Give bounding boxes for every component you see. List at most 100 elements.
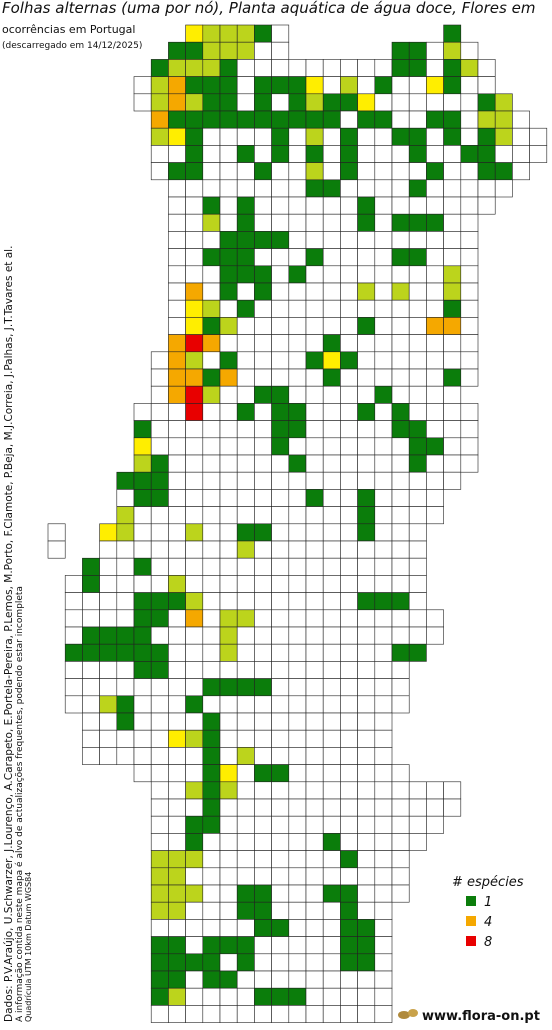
grid-cell	[426, 815, 444, 834]
grid-cell	[168, 936, 186, 955]
grid-cell	[219, 764, 238, 783]
grid-cell	[185, 489, 204, 507]
grid-cell	[202, 59, 221, 77]
grid-cell	[374, 1005, 393, 1023]
grid-cell	[236, 523, 255, 542]
grid-cell	[391, 351, 410, 370]
grid-cell	[391, 368, 410, 387]
grid-cell	[236, 265, 255, 284]
grid-cell	[133, 540, 152, 559]
grid-cell	[512, 145, 530, 163]
grid-cell	[408, 196, 427, 215]
grid-cell	[236, 729, 255, 748]
grid-cell	[426, 454, 444, 473]
grid-cell	[374, 127, 393, 146]
grid-cell	[271, 592, 290, 611]
grid-cell	[443, 59, 462, 77]
grid-cell	[374, 592, 393, 611]
grid-cell	[374, 265, 393, 284]
grid-cell	[202, 695, 221, 714]
grid-cell	[391, 299, 410, 318]
grid-cell	[254, 213, 272, 232]
grid-cell	[374, 317, 393, 335]
grid-cell	[219, 815, 238, 834]
grid-cell	[357, 764, 376, 783]
grid-cell	[512, 110, 530, 129]
grid-cell	[357, 833, 376, 851]
grid-cell	[374, 833, 393, 851]
grid-cell	[236, 179, 255, 198]
grid-cell	[460, 110, 479, 129]
grid-cell	[185, 523, 204, 542]
grid-cell	[202, 41, 221, 60]
grid-cell	[202, 661, 221, 679]
grid-cell	[168, 523, 186, 542]
grid-cell	[340, 437, 358, 456]
grid-cell	[236, 884, 255, 903]
grid-cell	[202, 403, 221, 421]
grid-cell	[340, 609, 358, 628]
grid-cell	[357, 575, 376, 593]
grid-cell	[305, 712, 324, 731]
grid-cell	[391, 196, 410, 215]
grid-cell	[374, 747, 393, 765]
grid-cell	[82, 557, 100, 576]
grid-cell	[374, 661, 393, 679]
grid-cell	[408, 248, 427, 267]
grid-cell	[408, 815, 427, 834]
grid-cell	[202, 575, 221, 593]
grid-cell	[374, 454, 393, 473]
grid-cell	[322, 850, 341, 869]
grid-cell	[168, 798, 186, 817]
grid-cell	[374, 987, 393, 1006]
grid-cell	[202, 385, 221, 404]
grid-cell	[99, 592, 118, 611]
grid-cell	[305, 523, 324, 542]
grid-cell	[288, 557, 307, 576]
grid-cell	[305, 557, 324, 576]
grid-cell	[443, 196, 462, 215]
grid-cell	[357, 162, 376, 181]
grid-cell	[357, 110, 376, 129]
grid-cell	[288, 678, 307, 697]
grid-cell	[168, 471, 186, 490]
grid-cell	[254, 127, 272, 146]
grid-cell	[288, 420, 307, 439]
grid-cell	[340, 695, 358, 714]
grid-cell	[150, 953, 169, 972]
grid-cell	[288, 867, 307, 886]
grid-cell	[460, 437, 479, 456]
grid-cell	[202, 833, 221, 851]
grid-cell	[168, 884, 186, 903]
grid-cell	[357, 987, 376, 1006]
grid-cell	[322, 815, 341, 834]
grid-cell	[168, 919, 186, 937]
grid-cell	[202, 248, 221, 267]
grid-cell	[168, 334, 186, 353]
grid-cell	[133, 506, 152, 525]
grid-cell	[408, 76, 427, 95]
grid-cell	[271, 953, 290, 972]
grid-cell	[340, 540, 358, 559]
grid-cell	[288, 970, 307, 989]
grid-cell	[236, 41, 255, 60]
grid-cell	[391, 609, 410, 628]
grid-cell	[443, 24, 462, 43]
grid-cell	[185, 403, 204, 421]
grid-cell	[271, 420, 290, 439]
grid-cell	[219, 661, 238, 679]
grid-cell	[391, 489, 410, 507]
grid-cell	[408, 643, 427, 662]
grid-cell	[236, 162, 255, 181]
grid-cell	[357, 901, 376, 920]
grid-cell	[408, 626, 427, 645]
grid-cell	[168, 282, 186, 301]
grid-cell	[254, 626, 272, 645]
grid-cell	[150, 368, 169, 387]
grid-cell	[185, 1005, 204, 1023]
grid-cell	[271, 317, 290, 335]
grid-cell	[271, 1005, 290, 1023]
grid-cell	[340, 833, 358, 851]
grid-cell	[426, 231, 444, 249]
grid-cell	[408, 781, 427, 800]
